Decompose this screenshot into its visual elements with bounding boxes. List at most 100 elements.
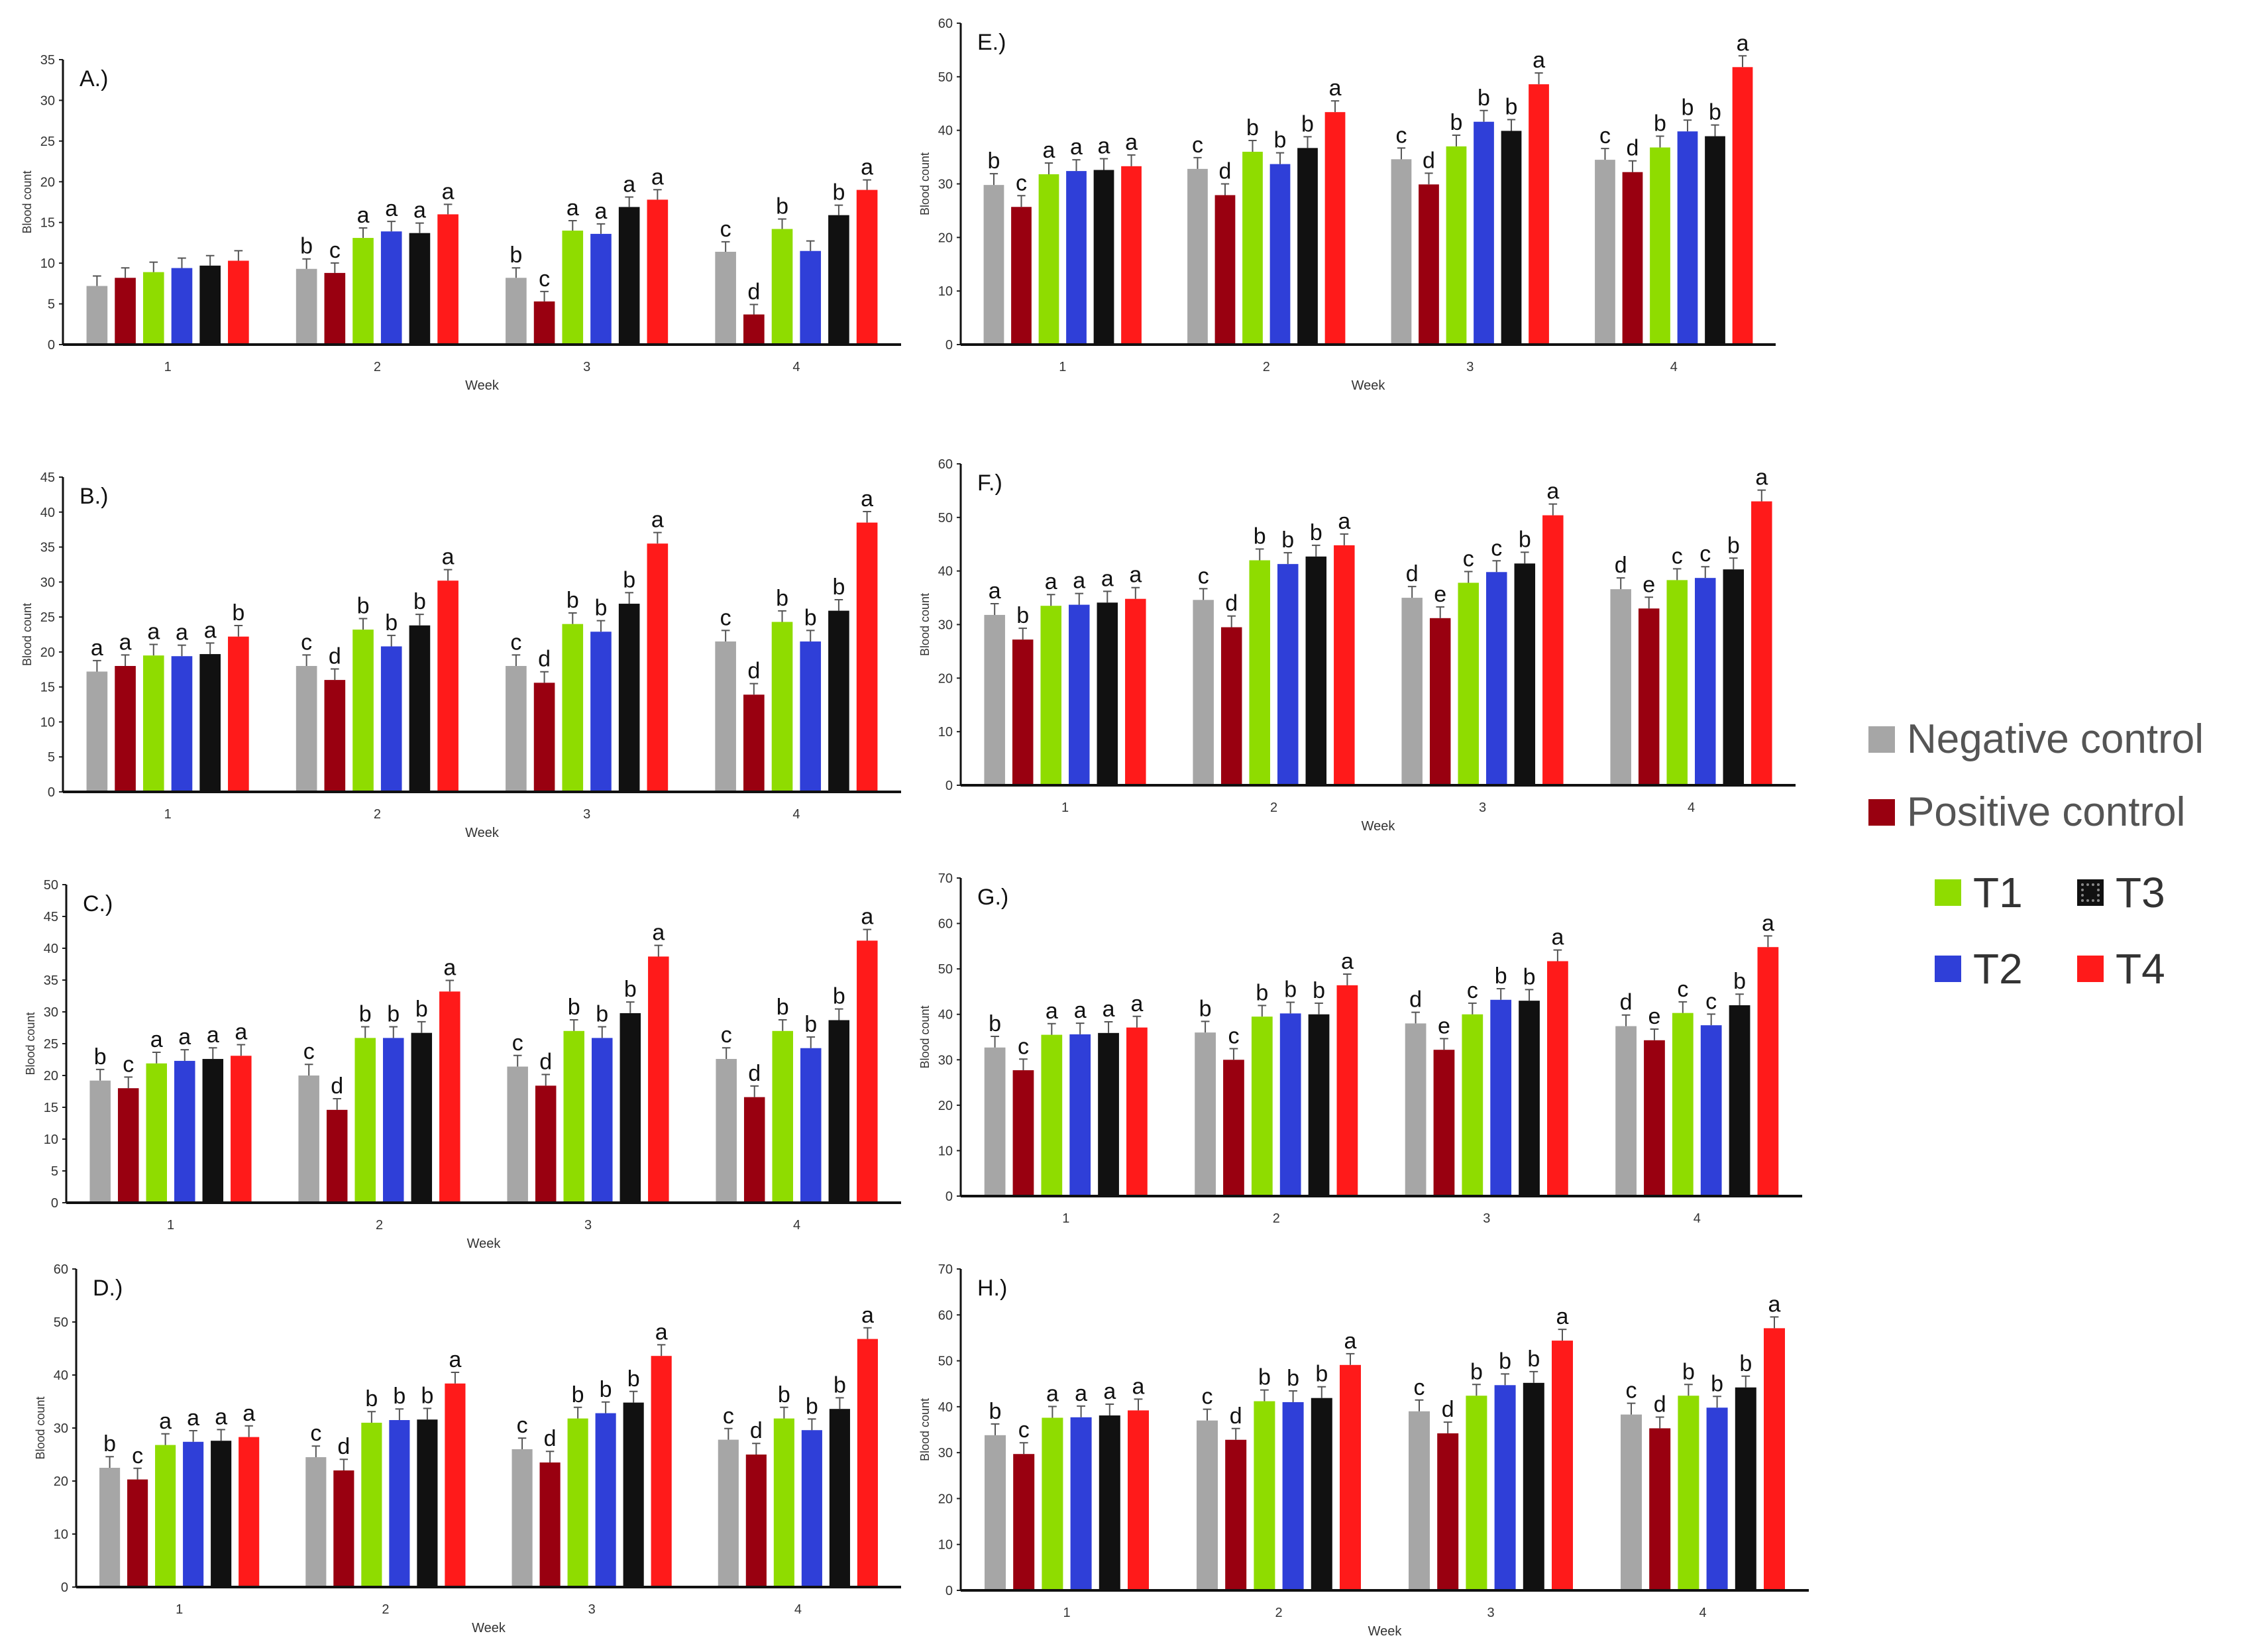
panel-e-error-bar <box>1248 140 1257 152</box>
panel-b-error-bar <box>512 654 521 666</box>
panel-g-error-bar <box>1411 1011 1420 1024</box>
panel-a-sig-label: c <box>539 266 550 292</box>
panel-h-title: H.) <box>977 1276 1007 1301</box>
panel-g-error-bar <box>1104 1021 1113 1033</box>
panel-g-bar <box>1336 985 1358 1196</box>
panel-f-bar <box>984 614 1005 785</box>
panel-f-ytick-label: 0 <box>945 779 953 793</box>
panel-h-error-bar <box>1346 1352 1355 1365</box>
panel-b-xtick-label: 1 <box>164 807 172 822</box>
panel-h-sig-label: a <box>1344 1329 1357 1354</box>
panel-e-sig-label: b <box>1682 95 1694 120</box>
panel-h-bar <box>1070 1417 1092 1590</box>
panel-h-bar <box>1735 1387 1756 1590</box>
panel-e-sig-label: d <box>1219 159 1232 184</box>
panel-f-bar <box>1666 580 1688 785</box>
panel-h-bar <box>1494 1385 1516 1590</box>
legend: Negative control Positive control T1 T2 … <box>1868 716 2259 1020</box>
panel-h-bar <box>1437 1433 1459 1590</box>
panel-h-error-bar <box>1317 1386 1326 1398</box>
panel-g-error-bar <box>1525 989 1534 1001</box>
panel-g-title: G.) <box>977 885 1008 910</box>
panel-f-bar <box>1305 556 1327 785</box>
panel-g-error-bar <box>1707 1013 1716 1026</box>
panel-a-error-bar <box>149 261 158 272</box>
panel-d-bar <box>651 1356 672 1587</box>
panel-a-bar <box>352 238 374 345</box>
panel-b-sig-label: b <box>804 605 817 630</box>
panel-e-error-bar <box>1193 156 1202 169</box>
panel-c-error-bar <box>778 1019 787 1031</box>
panel-h-sig-label: c <box>1018 1417 1030 1443</box>
panel-f-sig-label: b <box>1727 533 1740 558</box>
panel-b-ytick-label: 30 <box>40 575 55 590</box>
panel-h-sig-label: a <box>1075 1381 1087 1406</box>
legend-swatch-negative-control <box>1868 726 1895 753</box>
panel-a-sig-label: b <box>776 193 788 219</box>
panel-c-sig-label: c <box>512 1030 523 1056</box>
panel-g-bar <box>1757 947 1779 1196</box>
panel-a-error-bar <box>121 267 130 278</box>
panel-g-bar <box>984 1047 1006 1196</box>
panel-h-bar <box>1013 1454 1035 1590</box>
panel-c-sig-label: b <box>804 1012 817 1037</box>
panel-d-error-bar <box>573 1406 582 1419</box>
panel-g-bar <box>1729 1005 1750 1196</box>
panel-g-sig-label: b <box>1495 964 1507 989</box>
panel-f-bar <box>1514 563 1536 785</box>
panel-d-bar <box>211 1441 232 1587</box>
panel-d-bar <box>127 1479 148 1587</box>
panel-c-error-bar <box>834 1008 843 1020</box>
panel-h-bar <box>1764 1328 1785 1590</box>
panel-g-bar <box>1462 1014 1483 1196</box>
panel-a-ytick-label: 10 <box>40 256 55 271</box>
panel-h-bar <box>1340 1364 1361 1590</box>
legend-swatch-t4 <box>2077 956 2104 982</box>
panel-d-bar <box>745 1455 767 1587</box>
panel-e-error-bar <box>1535 72 1543 85</box>
panel-f-error-bar <box>1644 596 1654 609</box>
panel-a-bar <box>562 231 584 345</box>
panel-g-error-bar <box>1019 1058 1028 1071</box>
panel-f-bar <box>1040 606 1061 785</box>
panel-a-xtick-label: 1 <box>164 360 172 374</box>
panel-e-sig-label: c <box>1192 133 1203 158</box>
panel-g-error-bar <box>1764 935 1772 948</box>
panel-b-bar <box>171 656 193 792</box>
panel-h-ytick-label: 20 <box>938 1492 953 1506</box>
panel-b-error-bar <box>149 643 158 656</box>
panel-b-bar <box>618 604 640 792</box>
panel-c-bar <box>563 1030 584 1203</box>
panel-f-error-bar <box>1018 628 1028 640</box>
panel-h-error-bar <box>1019 1442 1028 1455</box>
panel-h-error-bar <box>1415 1399 1424 1411</box>
panel-e-bar <box>1595 160 1615 345</box>
panel-c-xtick-label: 4 <box>793 1218 800 1233</box>
panel-g-error-bar <box>1047 1022 1056 1035</box>
panel-d-bar <box>333 1470 354 1587</box>
panel-f-sig-label: a <box>1045 569 1057 594</box>
panel-a-bar <box>142 272 164 345</box>
panel-e-error-bar <box>1099 158 1108 170</box>
panel-f-sig-label: b <box>1519 527 1531 552</box>
panel-b-sig-label: c <box>720 605 731 630</box>
panel-e-sig-label: b <box>1709 100 1721 125</box>
panel-b-sig-label: a <box>651 508 664 533</box>
panel-h-error-bar <box>1134 1398 1143 1411</box>
panel-d-bar <box>539 1462 561 1587</box>
panel-c-bar <box>857 940 878 1203</box>
panel-d-bar <box>417 1419 438 1587</box>
panel-e-error-bar <box>1683 119 1692 132</box>
panel-g-error-bar <box>1440 1038 1448 1050</box>
panel-e-bar <box>1529 84 1549 345</box>
panel-c-ytick-label: 25 <box>44 1037 58 1052</box>
panel-f-sig-label: a <box>1073 569 1085 594</box>
panel-a-bar <box>743 314 765 345</box>
panel-c-bar <box>772 1030 793 1203</box>
panel-f-bar <box>1429 618 1451 785</box>
panel-c-ytick-label: 10 <box>44 1132 58 1147</box>
panel-d-error-bar <box>339 1459 349 1470</box>
panel-d-error-bar <box>657 1344 666 1356</box>
panel-d-bar <box>183 1441 204 1587</box>
panel-d-ytick-label: 30 <box>54 1421 68 1436</box>
